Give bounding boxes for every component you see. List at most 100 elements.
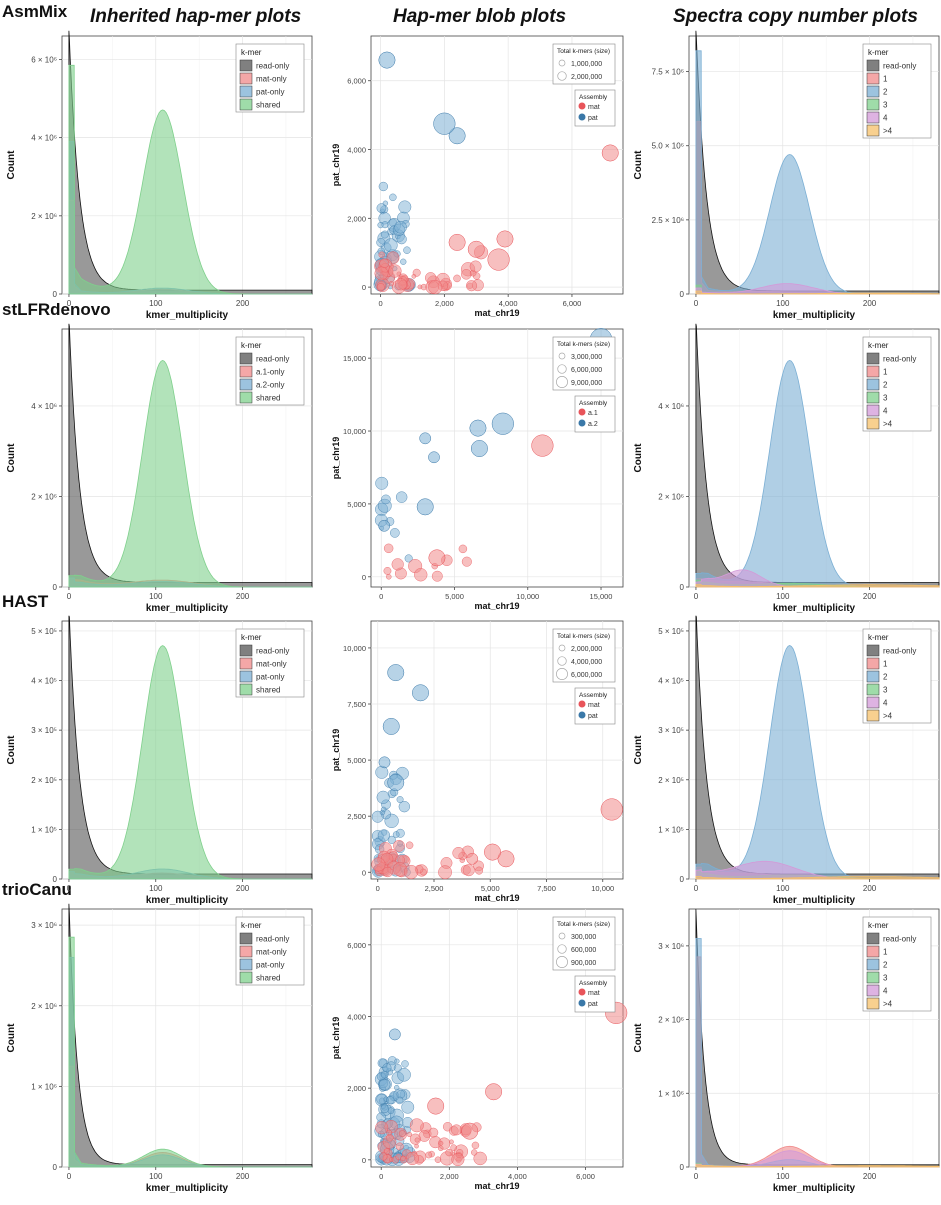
legend-label: read-only: [256, 935, 289, 944]
x-tick-label: 0: [67, 1172, 72, 1181]
legend-label: 3: [883, 101, 888, 110]
blob-point-mat: [404, 864, 419, 880]
x-tick-label: 10,000: [516, 592, 539, 601]
x-tick-label: 100: [149, 299, 163, 308]
legend-swatch: [866, 683, 880, 696]
legend-label: read-only: [883, 935, 916, 944]
legend-label: shared: [256, 101, 280, 110]
blob-point: [416, 498, 434, 516]
y-tick-label: 6,000: [347, 941, 366, 950]
blob-point-mat: [375, 1121, 389, 1135]
assembly-legend-title: Assembly: [579, 94, 608, 101]
y-axis-label: pat_chr19: [331, 437, 341, 480]
y-tick-label: 1 × 10⁶: [31, 1082, 57, 1091]
size-legend-circle: [558, 59, 566, 67]
y-tick-label: 0: [680, 583, 685, 592]
legend-swatch: [239, 391, 253, 404]
x-tick-label: 2,000: [440, 1172, 459, 1181]
blob-point-mat: [391, 558, 404, 571]
size-legend-label: 900,000: [571, 960, 596, 967]
legend-swatch: [239, 670, 253, 683]
legend-label: >4: [883, 127, 893, 136]
blob-point-mat: [411, 274, 417, 279]
row-label-hast: HAST: [2, 592, 49, 611]
y-tick-label: 2,000: [347, 1084, 366, 1093]
x-tick-label: 0: [379, 1172, 383, 1181]
legend-label: 2: [883, 381, 888, 390]
y-tick-label: 4 × 10⁶: [31, 134, 57, 143]
y-tick-label: 2 × 10⁶: [658, 492, 684, 501]
y-tick-label: 4 × 10⁶: [31, 402, 57, 411]
chart-blob-stlfrdenovo: 0 5,000 10,000 15,000 0 5,000 10,000 15,000 mat_…: [331, 328, 624, 611]
legend-label: mat-only: [256, 660, 287, 669]
chart-hapmer-hast: 0 100 200 0 1 × 10⁵ 2 × 10⁵ 3 × 10⁵ 4 × 10⁵ 5 × …: [6, 615, 313, 906]
blob-point-pat: [377, 829, 390, 842]
blob-point-pat: [398, 200, 412, 214]
legend-swatch: [866, 971, 880, 984]
blob-point: [470, 440, 488, 457]
blob-point-mat: [434, 1156, 442, 1163]
blob-point-mat: [449, 1139, 454, 1145]
y-axis-label: Count: [6, 1023, 17, 1053]
blob-point-pat: [382, 1063, 392, 1073]
size-legend-circle: [556, 376, 568, 388]
y-tick-label: 5,000: [347, 756, 366, 765]
blob-point-mat: [414, 568, 428, 582]
legend-label: a.1-only: [256, 368, 284, 377]
y-tick-label: 4,000: [347, 1013, 366, 1022]
x-tick-label: 200: [863, 299, 877, 308]
blob-point-mat: [466, 280, 478, 292]
size-legend-label: 3,000,000: [571, 354, 602, 361]
blob-point-mat: [405, 841, 414, 849]
blob-point-mat: [374, 266, 389, 281]
blob-point: [531, 434, 554, 457]
blob-point-mat: [398, 1130, 406, 1137]
blob-point-mat: [376, 283, 385, 292]
y-axis-label: pat_chr19: [331, 144, 341, 187]
series-area--4: [695, 876, 940, 880]
x-tick-label: 7,500: [537, 884, 556, 893]
legend-title: k-mer: [241, 48, 262, 57]
size-legend-label: 2,000,000: [571, 74, 602, 81]
assembly-legend-label: mat: [588, 990, 600, 997]
x-tick-label: 5,000: [445, 592, 464, 601]
blob-point-pat: [380, 806, 387, 813]
legend-swatch: [239, 98, 253, 111]
blob-point: [378, 1078, 391, 1091]
legend-swatch: [866, 696, 880, 709]
size-legend-label: 9,000,000: [571, 380, 602, 387]
y-tick-label: 5 × 10⁵: [31, 627, 57, 636]
blob-point: [448, 127, 466, 145]
blob-point-pat: [381, 494, 391, 505]
x-tick-label: 2,500: [425, 884, 444, 893]
y-tick-label: 1 × 10⁶: [658, 1089, 684, 1098]
blob-point-mat: [409, 1118, 424, 1133]
x-tick-label: 100: [149, 1172, 163, 1181]
size-legend-circle: [558, 352, 566, 360]
y-tick-label: 6,000: [347, 77, 366, 86]
y-tick-label: 0: [53, 1163, 58, 1172]
x-tick-label: 200: [863, 884, 877, 893]
x-tick-label: 200: [236, 1172, 250, 1181]
blob-point: [491, 412, 514, 435]
blob-point-pat: [387, 835, 396, 844]
x-axis-label: kmer_multiplicity: [773, 895, 856, 906]
y-tick-label: 0: [53, 583, 58, 592]
blob-point-pat: [383, 238, 398, 253]
blob-point: [469, 419, 487, 437]
row-label-stlfrdenovo: stLFRdenovo: [2, 300, 111, 319]
legend-swatch: [239, 644, 253, 657]
x-axis-label: mat_chr19: [474, 893, 519, 903]
legend-swatch: [866, 644, 880, 657]
y-tick-label: 2 × 10⁶: [658, 1016, 684, 1025]
blob-point-mat: [458, 544, 468, 554]
legend-label: 3: [883, 974, 888, 983]
legend-label: 1: [883, 75, 888, 84]
legend-swatch: [866, 997, 880, 1010]
x-tick-label: 0: [67, 884, 72, 893]
blob-point-mat: [461, 269, 472, 280]
assembly-legend-title: Assembly: [579, 980, 608, 987]
x-axis-label: kmer_multiplicity: [146, 1183, 229, 1194]
row-label-triocanu: trioCanu: [2, 880, 72, 899]
y-tick-label: 10,000: [343, 427, 366, 436]
